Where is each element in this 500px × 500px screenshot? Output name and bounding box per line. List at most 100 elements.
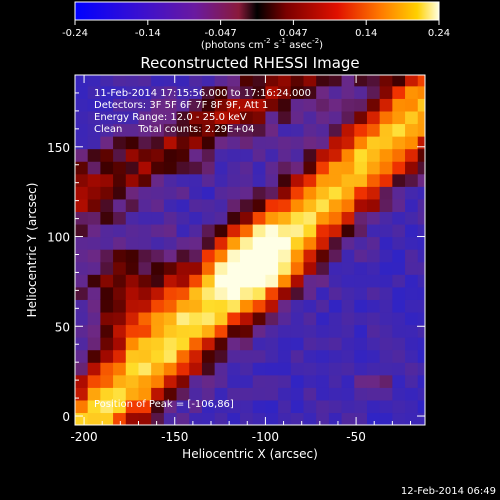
heatmap-cell	[214, 123, 228, 137]
heatmap-cell	[201, 362, 216, 376]
heatmap-cell	[354, 75, 368, 87]
heatmap-cell	[252, 236, 267, 250]
heatmap-cell	[417, 249, 425, 263]
heatmap-cell	[201, 148, 216, 162]
heatmap-cell	[366, 299, 381, 313]
heatmap-cell	[366, 161, 381, 175]
heatmap-cell	[240, 399, 254, 414]
heatmap-cell	[290, 299, 305, 313]
heatmap-cell	[379, 123, 393, 137]
y-tick-label: 0	[62, 410, 70, 424]
heatmap-cell	[87, 211, 101, 225]
heatmap-cell	[265, 110, 279, 125]
heatmap-cell	[138, 75, 152, 87]
heatmap-cell	[366, 362, 381, 376]
heatmap-cell	[214, 362, 228, 376]
heatmap-cell	[405, 387, 419, 401]
heatmap-cell	[100, 123, 114, 137]
heatmap-cell	[278, 173, 292, 187]
heatmap-cell	[405, 173, 419, 187]
heatmap-cell	[290, 123, 305, 137]
heatmap-cell	[265, 311, 279, 326]
heatmap-cell	[113, 349, 127, 363]
heatmap-cell	[316, 186, 330, 200]
heatmap-cell	[163, 274, 178, 288]
heatmap-cell	[227, 198, 241, 213]
heatmap-cell	[290, 173, 305, 187]
heatmap-cell	[379, 211, 393, 225]
heatmap-cell	[227, 211, 241, 225]
heatmap-cell	[290, 286, 305, 300]
heatmap-cell	[138, 110, 152, 125]
heatmap-cell	[138, 387, 152, 401]
heatmap-cell	[392, 337, 406, 351]
heatmap-cell	[163, 374, 178, 388]
heatmap-cell	[125, 274, 140, 288]
heatmap-cell	[303, 161, 317, 175]
heatmap-cell	[278, 198, 292, 213]
heatmap-cell	[341, 136, 355, 150]
heatmap-cell	[176, 148, 190, 162]
heatmap-cell	[417, 223, 425, 238]
heatmap-cell	[240, 286, 254, 300]
heatmap-cell	[265, 362, 279, 376]
heatmap-cell	[265, 186, 279, 200]
heatmap-cell	[100, 98, 114, 112]
heatmap-cell	[417, 98, 425, 112]
heatmap-cell	[341, 261, 355, 275]
heatmap-cell	[100, 399, 114, 414]
heatmap-cell	[354, 399, 368, 414]
heatmap-cell	[417, 412, 425, 425]
heatmap-cell	[278, 362, 292, 376]
heatmap-cell	[163, 98, 178, 112]
heatmap-cell	[113, 148, 127, 162]
heatmap-cell	[214, 412, 228, 425]
heatmap-cell	[240, 311, 254, 326]
heatmap-cell	[405, 161, 419, 175]
heatmap-cell	[87, 85, 101, 99]
heatmap-cell	[87, 198, 101, 213]
heatmap-cell	[176, 198, 190, 213]
heatmap-cell	[227, 412, 241, 425]
heatmap-cell	[138, 123, 152, 137]
heatmap-cell	[125, 299, 140, 313]
heatmap-cell	[366, 110, 381, 125]
heatmap-cell	[201, 399, 216, 414]
heatmap-cell	[341, 161, 355, 175]
heatmap-cell	[252, 211, 267, 225]
heatmap-cell	[417, 349, 425, 363]
heatmap-cell	[240, 148, 254, 162]
heatmap-cell	[354, 186, 368, 200]
heatmap-cell	[125, 311, 140, 326]
heatmap-cell	[113, 286, 127, 300]
heatmap-cell	[138, 261, 152, 275]
heatmap-cell	[328, 173, 343, 187]
heatmap-cell	[379, 98, 393, 112]
heatmap-cell	[417, 374, 425, 388]
heatmap-cell	[405, 236, 419, 250]
heatmap-cell	[328, 337, 343, 351]
heatmap-cell	[392, 110, 406, 125]
heatmap-cell	[265, 198, 279, 213]
heatmap-cell	[316, 274, 330, 288]
heatmap-cell	[214, 198, 228, 213]
heatmap-cell	[227, 161, 241, 175]
heatmap-cell	[138, 412, 152, 425]
heatmap-cell	[75, 85, 89, 99]
heatmap-cell	[189, 75, 203, 87]
heatmap-cell	[227, 186, 241, 200]
heatmap-cell	[125, 148, 140, 162]
heatmap-cell	[100, 286, 114, 300]
heatmap-cell	[341, 274, 355, 288]
heatmap-cell	[290, 399, 305, 414]
heatmap-cell	[328, 249, 343, 263]
heatmap-cell	[303, 173, 317, 187]
heatmap-cell	[341, 85, 355, 99]
heatmap-cell	[354, 311, 368, 326]
heatmap-cell	[328, 148, 343, 162]
heatmap-cell	[125, 399, 140, 414]
heatmap-cell	[303, 261, 317, 275]
heatmap-cell	[328, 75, 343, 87]
y-axis-label: Heliocentric Y (arcsec)	[25, 183, 39, 318]
heatmap-cell	[125, 186, 140, 200]
